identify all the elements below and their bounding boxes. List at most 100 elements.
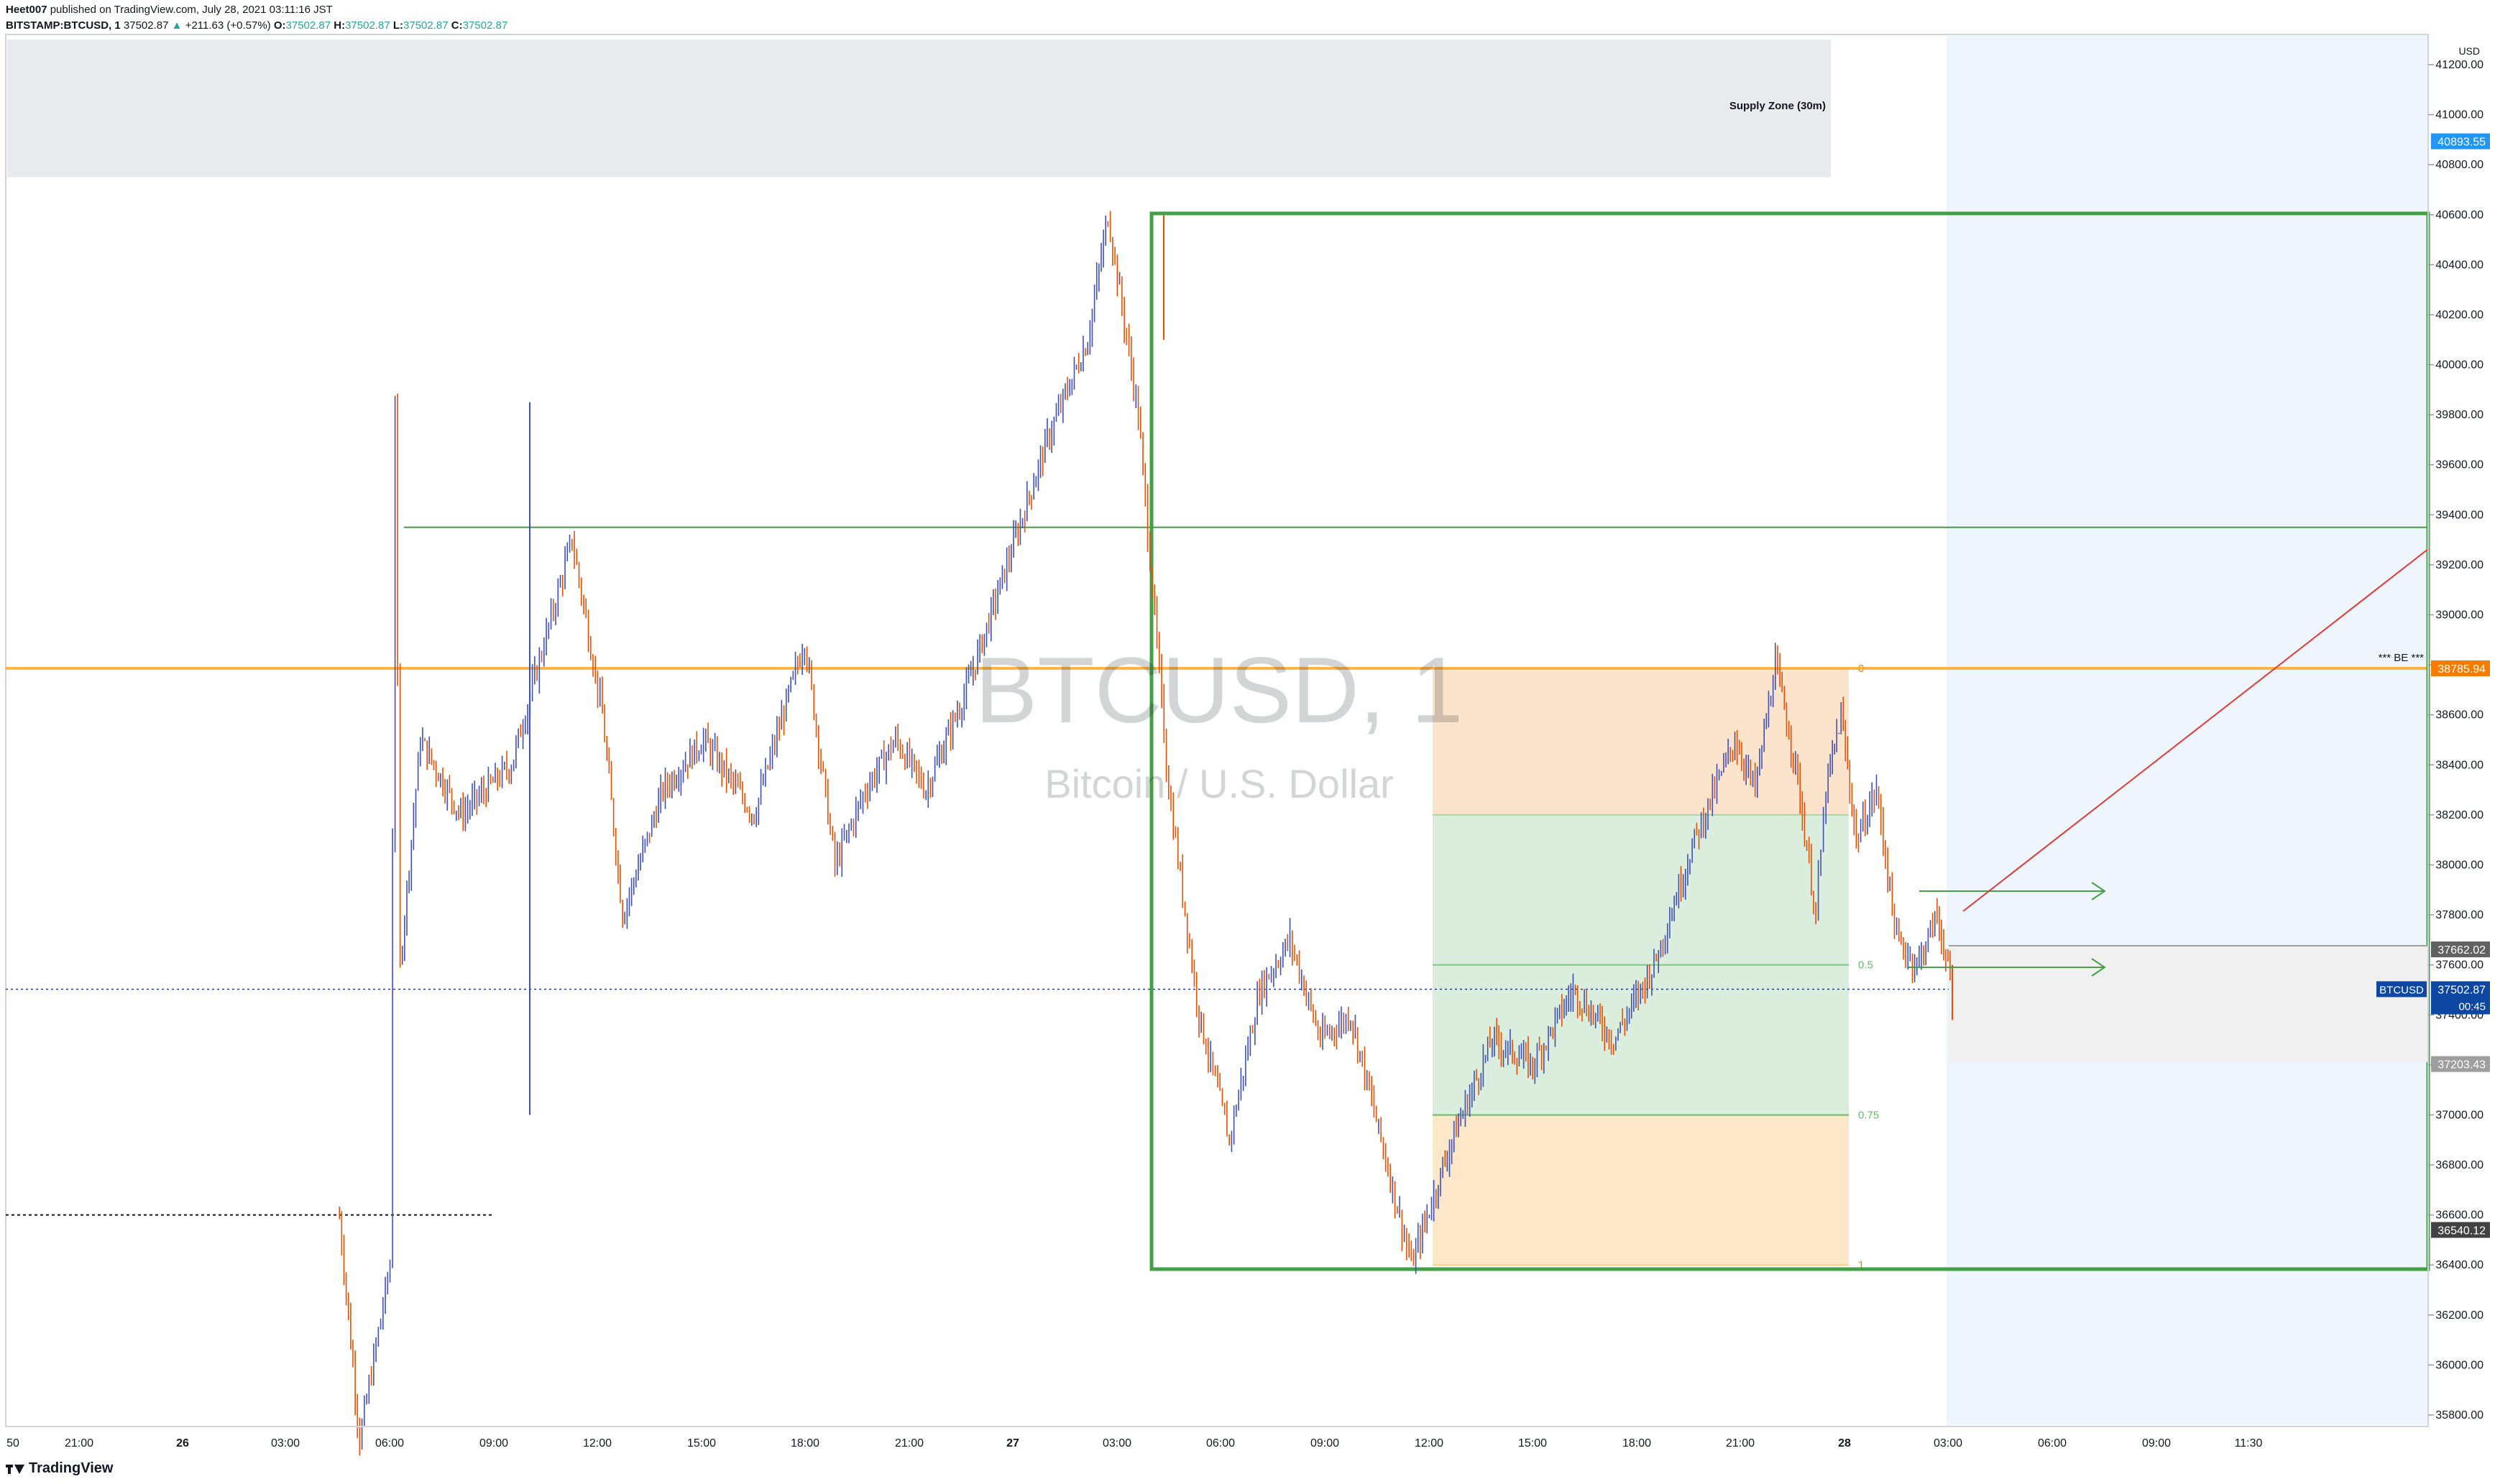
- x-tick-label: 12:00: [1415, 1437, 1443, 1450]
- y-tick-label: 36800.00: [2435, 1159, 2483, 1171]
- x-tick-label: 03:00: [1103, 1437, 1131, 1450]
- y-tick-label: 40000.00: [2435, 359, 2483, 372]
- price-label-value: 37203.43: [2437, 1059, 2486, 1071]
- x-tick-label: 09:00: [2142, 1437, 2171, 1450]
- y-tick-label: 36000.00: [2435, 1359, 2483, 1371]
- up-arrow-icon: ▲: [171, 19, 183, 32]
- x-tick-label: 09:00: [1310, 1437, 1339, 1450]
- fib-label-2: 0.5: [1858, 959, 1873, 972]
- x-tick-label: 21:00: [1726, 1437, 1755, 1450]
- y-tick-label: 37800.00: [2435, 909, 2483, 921]
- x-tick-label: 26: [176, 1437, 189, 1450]
- fib-label-4: 1: [1858, 1259, 1864, 1271]
- x-tick-label: 06:00: [1206, 1437, 1235, 1450]
- price-label-box: [2431, 981, 2490, 1015]
- publish-text: published on TradingView.com, July 28, 2…: [50, 4, 333, 16]
- x-tick-label: 15:00: [687, 1437, 716, 1450]
- y-tick-label: 35800.00: [2435, 1409, 2483, 1421]
- x-tick-label: 18:00: [1622, 1437, 1651, 1450]
- price-label-value: 37502.87: [2437, 984, 2486, 996]
- price-label-box: [2431, 660, 2490, 677]
- candles: [339, 211, 1953, 1456]
- symbol-name: BITSTAMP:BTCUSD, 1: [6, 19, 121, 32]
- x-tick-label: 03:00: [1934, 1437, 1962, 1450]
- price-change: +211.63 (+0.57%): [185, 19, 271, 32]
- supply-zone: [7, 40, 1831, 178]
- price-label-value: 38785.94: [2437, 663, 2486, 676]
- x-tick-label: 50: [6, 1437, 19, 1450]
- y-tick-label: 38200.00: [2435, 809, 2483, 821]
- y-tick-label: 39400.00: [2435, 509, 2483, 521]
- y-tick-label: 37000.00: [2435, 1109, 2483, 1121]
- target-arrow-upper-head: [2091, 882, 2106, 900]
- tradingview-logo-icon: [6, 1462, 24, 1475]
- price-label-box: [2431, 133, 2490, 149]
- brand-name: TradingView: [29, 1460, 114, 1476]
- y-tick-label: 39600.00: [2435, 459, 2483, 471]
- open-label: O:: [273, 19, 286, 32]
- y-tick-label: 39800.00: [2435, 409, 2483, 421]
- y-tick-label: 36600.00: [2435, 1209, 2483, 1222]
- projection-zone: [1947, 36, 2428, 1425]
- y-tick-label: 40600.00: [2435, 209, 2483, 221]
- x-tick-label: 18:00: [791, 1437, 819, 1450]
- close-value: 37502.87: [462, 19, 508, 32]
- supply-zone-label: Supply Zone (30m): [1729, 100, 1826, 112]
- high-label: H:: [334, 19, 346, 32]
- x-tick-label: 06:00: [2038, 1437, 2067, 1450]
- low-label: L:: [392, 19, 404, 32]
- x-tick-label: 11:30: [2235, 1437, 2263, 1450]
- watermark-symbol: BTCUSD, 1: [975, 637, 1463, 742]
- open-value: 37502.87: [285, 19, 331, 32]
- fib-zone-bottom: [1433, 1115, 1849, 1266]
- price-label-value: 36540.12: [2437, 1225, 2486, 1237]
- x-tick-label: 03:00: [271, 1437, 300, 1450]
- y-tick-label: 40200.00: [2435, 309, 2483, 321]
- y-tick-label: 38400.00: [2435, 759, 2483, 771]
- y-tick-label: 39200.00: [2435, 559, 2483, 571]
- x-tick-label: 12:00: [583, 1437, 612, 1450]
- currency-label: USD: [2458, 45, 2480, 57]
- y-tick-label: 38000.00: [2435, 859, 2483, 871]
- publisher-name: Heet007: [6, 4, 47, 16]
- fib-zone-top: [1433, 668, 1849, 815]
- x-tick-label: 28: [1838, 1437, 1851, 1450]
- y-tick-label: 40400.00: [2435, 259, 2483, 271]
- position-box: [1949, 946, 2428, 1062]
- tradingview-brand: TradingView: [6, 1460, 113, 1477]
- x-tick-label: 09:00: [479, 1437, 508, 1450]
- x-tick-label: 06:00: [375, 1437, 404, 1450]
- high-value: 37502.87: [345, 19, 390, 32]
- price-label-box: [2431, 1222, 2490, 1238]
- y-tick-label: 37600.00: [2435, 959, 2483, 972]
- publish-info: Heet007 published on TradingView.com, Ju…: [6, 3, 333, 17]
- trend-projection-line: [1962, 548, 2429, 912]
- x-tick-label: 21:00: [895, 1437, 924, 1450]
- last-price: 37502.87: [123, 19, 169, 32]
- price-label-box: [2431, 941, 2490, 958]
- price-label-value: 40893.55: [2437, 137, 2486, 149]
- price-label-value: 37662.02: [2437, 944, 2486, 957]
- close-label: C:: [451, 19, 463, 32]
- low-value: 37502.87: [403, 19, 449, 32]
- y-tick-label: 41200.00: [2435, 59, 2483, 71]
- y-tick-label: 36200.00: [2435, 1309, 2483, 1322]
- x-tick-label: 27: [1006, 1437, 1019, 1450]
- symbol-tag-label: BTCUSD: [2379, 984, 2424, 996]
- x-tick-label: 21:00: [65, 1437, 93, 1450]
- y-tick-label: 40800.00: [2435, 159, 2483, 171]
- y-tick-label: 36400.00: [2435, 1259, 2483, 1271]
- y-tick-label: 41000.00: [2435, 109, 2483, 121]
- y-tick-label: 38600.00: [2435, 709, 2483, 722]
- price-label-countdown: 00:45: [2458, 1000, 2486, 1013]
- symbol-tag-box: [2376, 981, 2427, 997]
- fib-label-3: 0.75: [1858, 1109, 1879, 1121]
- watermark-description: Bitcoin / U.S. Dollar: [1044, 761, 1394, 806]
- y-tick-label: 39000.00: [2435, 609, 2483, 622]
- symbol-legend: BITSTAMP:BTCUSD, 1 37502.87 ▲ +211.63 (+…: [6, 19, 507, 33]
- target-arrow-lower-head: [2091, 958, 2106, 977]
- price-label-box: [2431, 1056, 2490, 1072]
- x-tick-label: 15:00: [1518, 1437, 1547, 1450]
- breakeven-label: *** BE ***: [2379, 652, 2425, 664]
